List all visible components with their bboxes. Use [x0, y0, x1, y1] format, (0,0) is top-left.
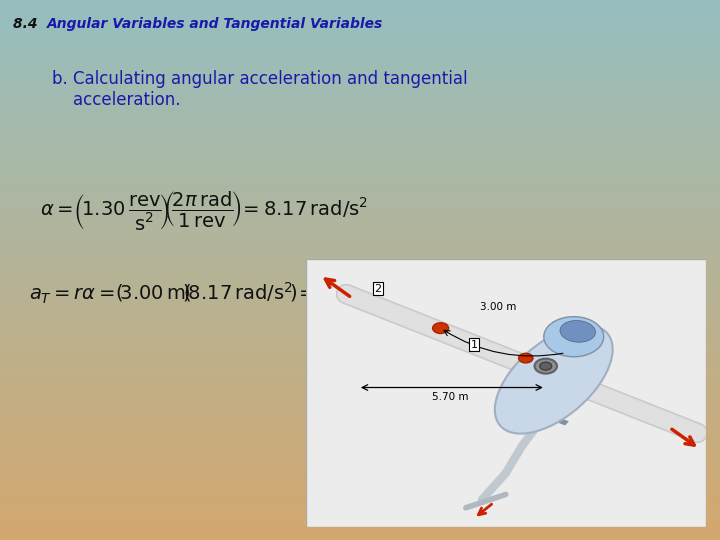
Text: $\alpha = \!\left(\!1.30\,\dfrac{\mathrm{rev}}{\mathrm{s}^2}\!\right)\!\!\left(\: $\alpha = \!\left(\!1.30\,\dfrac{\mathrm… [40, 189, 368, 233]
Text: 8.4: 8.4 [13, 17, 42, 31]
Text: $a_T = r\alpha = \!\left(\!3.00\,\mathrm{m}\!\right)\!\!\left(\!8.17\,\mathrm{ra: $a_T = r\alpha = \!\left(\!3.00\,\mathrm… [29, 281, 410, 306]
Text: Angular Variables and Tangential Variables: Angular Variables and Tangential Variabl… [47, 17, 383, 31]
Circle shape [534, 359, 557, 374]
Circle shape [540, 362, 552, 370]
Ellipse shape [560, 321, 595, 342]
Text: 1: 1 [470, 340, 477, 350]
Text: 5.70 m: 5.70 m [431, 392, 468, 402]
Text: b. Calculating angular acceleration and tangential
    acceleration.: b. Calculating angular acceleration and … [52, 70, 467, 109]
Ellipse shape [544, 316, 603, 357]
Text: 2: 2 [374, 284, 382, 294]
Ellipse shape [495, 326, 613, 434]
Circle shape [433, 323, 449, 334]
Bar [510, 400, 569, 426]
Text: 3.00 m: 3.00 m [480, 302, 516, 312]
Circle shape [518, 353, 533, 363]
